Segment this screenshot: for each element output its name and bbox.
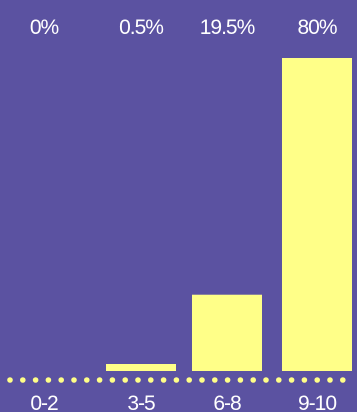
baseline-dot	[109, 377, 116, 383]
baseline-dot	[327, 377, 333, 383]
baseline-dot	[224, 377, 231, 383]
baseline-dot	[160, 377, 167, 383]
category-label-6-8: 6-8	[213, 392, 241, 412]
baseline-dot	[186, 377, 192, 383]
baseline-dot	[212, 377, 218, 383]
category-label-9-10: 9-10	[298, 392, 336, 412]
baseline-dot	[71, 377, 77, 383]
dotted-baseline	[7, 377, 346, 383]
baseline-dot	[314, 377, 321, 383]
baseline-dot	[250, 377, 256, 383]
bars-group	[106, 58, 352, 371]
baseline-dot	[237, 377, 244, 383]
category-labels-group: 0-2 3-5 6-8 9-10	[30, 392, 337, 412]
baseline-dot	[96, 377, 103, 383]
baseline-dot	[45, 377, 52, 383]
baseline-dot	[135, 377, 141, 383]
value-label-0-2: 0%	[30, 16, 59, 39]
baseline-dot	[148, 377, 154, 383]
value-label-9-10: 80%	[297, 16, 336, 39]
baseline-dot	[276, 377, 282, 383]
bar-6-8	[192, 294, 262, 371]
baseline-dot	[20, 377, 26, 383]
baseline-dot	[58, 377, 64, 383]
value-label-6-8: 19.5%	[200, 16, 255, 39]
value-labels-group: 0% 0.5% 19.5% 80%	[30, 16, 338, 39]
baseline-dot	[7, 377, 13, 383]
baseline-dot	[263, 377, 269, 383]
baseline-dot	[301, 377, 308, 383]
baseline-dot	[340, 377, 346, 383]
category-label-3-5: 3-5	[127, 392, 155, 412]
baseline-dot	[199, 377, 205, 383]
bar-9-10	[282, 58, 352, 371]
value-label-3-5: 0.5%	[119, 16, 163, 39]
category-label-0-2: 0-2	[30, 392, 58, 412]
baseline-dot	[122, 377, 128, 383]
bar-3-5	[106, 364, 176, 371]
baseline-dot	[288, 377, 295, 383]
baseline-dot	[32, 377, 39, 383]
baseline-dot	[84, 377, 90, 383]
baseline-dot	[173, 377, 180, 383]
